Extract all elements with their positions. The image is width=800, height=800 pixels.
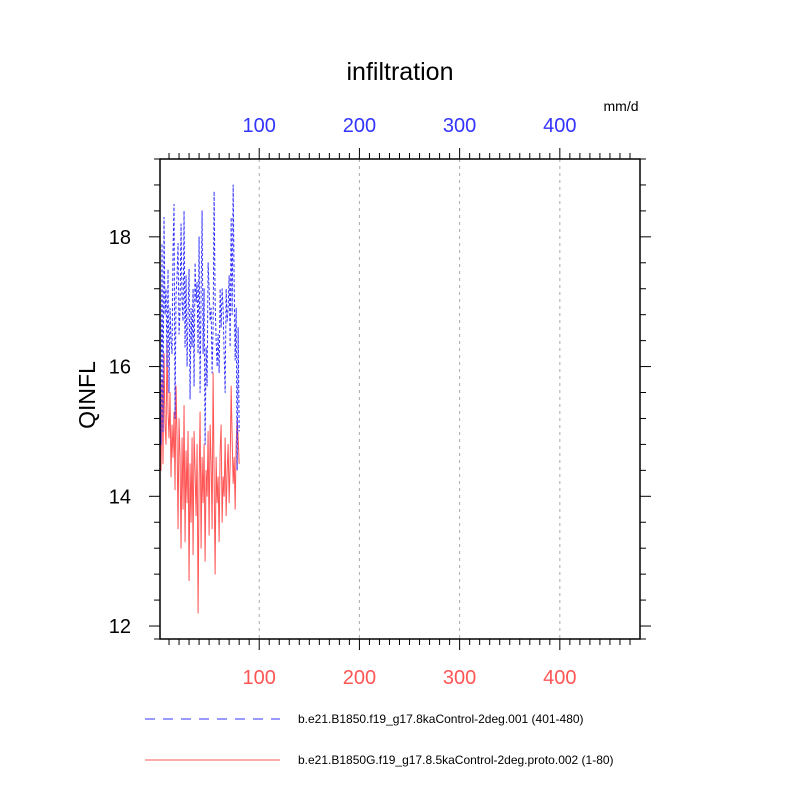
tick-labels: 100 100 200 200 300 300 400 400 12 14 16 18 — [109, 115, 577, 689]
series-line-control-001 — [159, 184, 240, 471]
x-tick-label-bottom: 200 — [343, 667, 376, 689]
x-tick-label-bottom: 300 — [443, 667, 476, 689]
series-lines — [159, 184, 240, 614]
chart-title: infiltration — [347, 58, 454, 86]
axis-ticks — [149, 148, 651, 650]
legend-label-2: b.e21.B1850G.f19_g17.8.5kaControl-2deg.p… — [298, 753, 614, 767]
y-axis-label: QINFL — [74, 361, 100, 429]
x-tick-label-top: 400 — [543, 115, 576, 137]
grid-lines — [258, 159, 561, 639]
legend-label-1: b.e21.B1850.f19_g17.8kaControl-2deg.001 … — [298, 712, 584, 726]
y-tick-label: 14 — [109, 486, 131, 508]
series-line-proto-002 — [159, 340, 240, 614]
x-tick-label-bottom: 400 — [543, 667, 576, 689]
x-tick-label-top: 300 — [443, 115, 476, 137]
plot-frame — [159, 158, 641, 640]
y-tick-label: 12 — [109, 616, 131, 638]
legend: b.e21.B1850.f19_g17.8kaControl-2deg.001 … — [145, 712, 614, 767]
y-tick-label: 16 — [109, 357, 131, 379]
units-label: mm/d — [604, 98, 639, 114]
x-tick-label-top: 100 — [243, 115, 276, 137]
x-tick-label-bottom: 100 — [243, 667, 276, 689]
y-tick-label: 18 — [109, 227, 131, 249]
x-tick-label-top: 200 — [343, 115, 376, 137]
